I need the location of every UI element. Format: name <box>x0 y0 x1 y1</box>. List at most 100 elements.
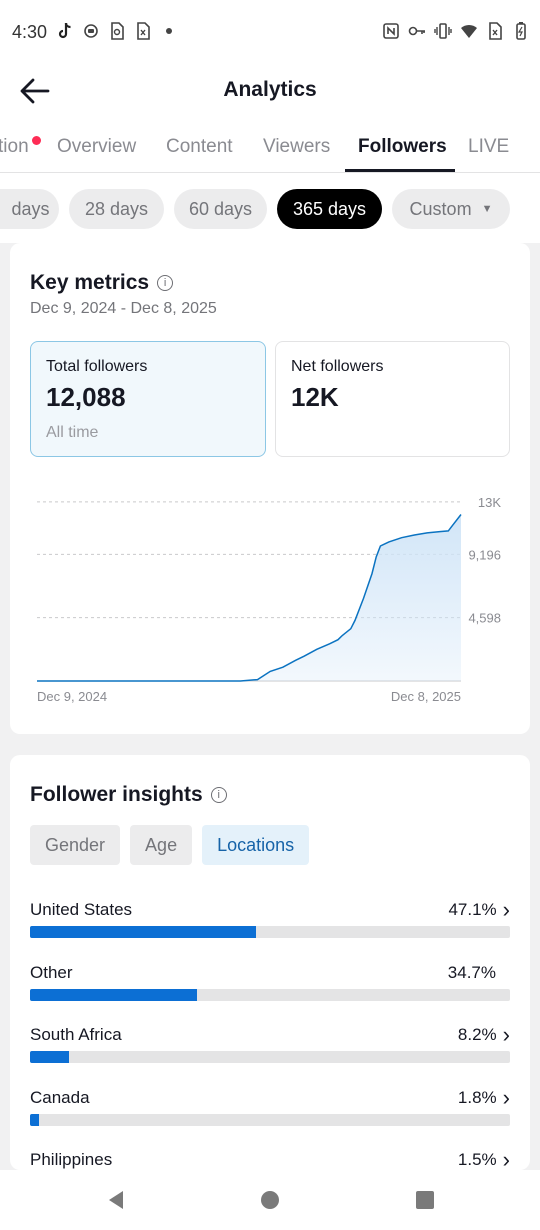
chip-label: 60 days <box>188 198 253 219</box>
followers-chart: 13K 9,196 4,598 Dec 9, 2024 Dec 8, 2025 <box>37 495 501 704</box>
segment-age[interactable]: Age <box>130 825 193 865</box>
back-button[interactable] <box>18 76 52 106</box>
location-name: Canada <box>30 1087 90 1107</box>
nfc-icon <box>382 22 400 40</box>
date-range-label: Dec 9, 2024 - Dec 8, 2025 <box>30 300 217 317</box>
sim-icon <box>108 22 126 40</box>
follower-insights-heading: Follower insights i <box>30 783 227 807</box>
location-name: United States <box>30 900 133 919</box>
chip-label: 365 days <box>292 198 367 219</box>
tab-followers[interactable]: Followers <box>358 136 447 157</box>
net-followers-metric[interactable]: Net followers 12K <box>275 341 510 457</box>
location-row[interactable]: United States 47.1% › <box>30 897 510 952</box>
location-percentage: 34.7% <box>448 963 496 983</box>
range-365-days[interactable]: 365 days <box>277 189 382 229</box>
x-tick-label-end: Dec 8, 2025 <box>391 689 461 704</box>
location-name: South Africa <box>30 1025 122 1044</box>
location-percentage-value: 8.2% <box>457 1025 497 1044</box>
location-row: Other 34.7% <box>30 963 510 1015</box>
notification-dot <box>32 136 41 145</box>
y-tick-label: 9,196 <box>468 547 501 562</box>
location-bar-fill <box>30 1051 70 1063</box>
nav-recents-icon[interactable] <box>413 1188 437 1212</box>
chevron-right-icon: › <box>502 1147 510 1171</box>
location-percentage: 47.1% › <box>448 897 510 922</box>
range-7-days[interactable]: days <box>0 189 59 229</box>
chevron-right-icon: › <box>502 1022 510 1047</box>
location-percentage-value: 47.1% <box>448 900 497 919</box>
segment-locations[interactable]: Locations <box>202 825 310 865</box>
key-metrics-title: Key metrics <box>30 271 150 294</box>
no-sim-icon <box>486 22 504 40</box>
tab-content[interactable]: Content <box>166 136 233 157</box>
location-bar-fill <box>30 988 197 1001</box>
key-metrics-card: Key metrics i Dec 9, 2024 - Dec 8, 2025 … <box>10 243 530 734</box>
location-name: Other <box>30 962 73 982</box>
location-bar-fill <box>30 926 257 938</box>
arrow-left-icon <box>20 78 50 104</box>
info-icon[interactable]: i <box>210 787 227 803</box>
chevron-right-icon: › <box>502 897 510 922</box>
range-28-days[interactable]: 28 days <box>69 189 164 229</box>
active-tab-indicator <box>345 169 455 172</box>
metric-value: 12,088 <box>46 382 126 412</box>
location-row[interactable]: Canada 1.8% › <box>30 1084 510 1140</box>
status-bar: 4:30 <box>0 0 540 66</box>
location-row[interactable]: Philippines 1.5% › <box>30 1147 510 1171</box>
vibrate-icon <box>434 22 452 40</box>
metric-value: 12K <box>291 382 339 412</box>
location-percentage-value: 1.8% <box>457 1087 497 1107</box>
segment-gender[interactable]: Gender <box>30 825 121 865</box>
date-range-selector: days 28 days 60 days 365 days Custom ▼ <box>0 173 540 243</box>
nav-home-icon[interactable] <box>258 1188 282 1212</box>
nav-back-icon[interactable] <box>104 1188 128 1212</box>
status-time: 4:30 <box>12 22 48 42</box>
location-bar-track <box>30 1113 510 1126</box>
location-percentage: 1.5% › <box>457 1147 510 1171</box>
tab-live[interactable]: LIVE <box>468 136 510 157</box>
tab-promotion[interactable]: tion <box>0 136 29 157</box>
range-60-days[interactable]: 60 days <box>174 189 267 229</box>
range-custom-dropdown[interactable]: Custom ▼ <box>392 189 510 229</box>
location-bar-track <box>30 988 510 1001</box>
battery-icon <box>512 22 530 40</box>
tab-overview[interactable]: Overview <box>57 136 137 157</box>
key-metrics-heading: Key metrics i <box>30 271 174 295</box>
metric-sublabel: All time <box>46 424 99 441</box>
tab-bar: tion Overview Content Viewers Followers … <box>0 116 540 173</box>
file-x-icon <box>134 22 152 40</box>
system-nav-bar <box>0 1170 540 1230</box>
location-percentage-value: 1.5% <box>457 1150 497 1169</box>
follower-insights-card: Follower insights i Gender Age Locations… <box>10 755 530 1170</box>
insight-segment-control: Gender Age Locations <box>30 825 310 865</box>
wifi-icon <box>460 22 478 40</box>
tiktok-icon <box>56 22 74 40</box>
tab-viewers[interactable]: Viewers <box>263 136 331 157</box>
caret-down-icon: ▼ <box>481 203 493 215</box>
dot-icon <box>160 22 178 40</box>
x-tick-label-start: Dec 9, 2024 <box>37 689 107 704</box>
key-icon <box>408 22 426 40</box>
location-row[interactable]: South Africa 8.2% › <box>30 1022 510 1077</box>
chevron-right-icon: › <box>502 1084 510 1110</box>
location-percentage-value: 34.7% <box>447 962 496 982</box>
location-bar-track <box>30 1051 510 1063</box>
location-bar-fill <box>30 1113 39 1126</box>
location-percentage: 1.8% › <box>457 1084 510 1110</box>
metric-label: Net followers <box>291 358 384 375</box>
record-icon <box>82 22 100 40</box>
location-name: Philippines <box>30 1150 113 1169</box>
chart-line <box>37 514 462 682</box>
chip-label: 28 days <box>84 198 149 219</box>
app-header: Analytics <box>0 66 540 116</box>
location-percentage: 8.2% › <box>457 1022 510 1047</box>
chart-area <box>37 514 461 681</box>
page-title: Analytics <box>223 78 317 101</box>
y-tick-label: 13K <box>478 495 501 510</box>
location-bar-track <box>30 926 510 938</box>
follower-insights-title: Follower insights <box>30 783 203 806</box>
info-icon[interactable]: i <box>157 275 174 291</box>
y-tick-label: 4,598 <box>468 611 501 626</box>
chip-label: days <box>11 198 50 219</box>
total-followers-metric[interactable]: Total followers 12,088 All time <box>30 341 266 457</box>
